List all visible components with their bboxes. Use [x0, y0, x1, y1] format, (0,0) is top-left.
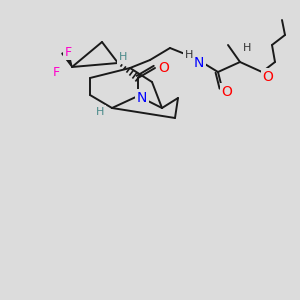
Text: O: O — [159, 61, 170, 75]
Text: H: H — [119, 52, 127, 62]
Text: F: F — [64, 46, 72, 59]
Text: N: N — [137, 91, 147, 105]
Text: H: H — [185, 50, 193, 60]
Text: O: O — [222, 85, 232, 99]
Text: F: F — [52, 65, 60, 79]
Text: H: H — [96, 107, 104, 117]
Text: N: N — [194, 56, 204, 70]
Polygon shape — [62, 50, 72, 67]
Text: H: H — [243, 43, 251, 53]
Text: O: O — [262, 70, 273, 84]
